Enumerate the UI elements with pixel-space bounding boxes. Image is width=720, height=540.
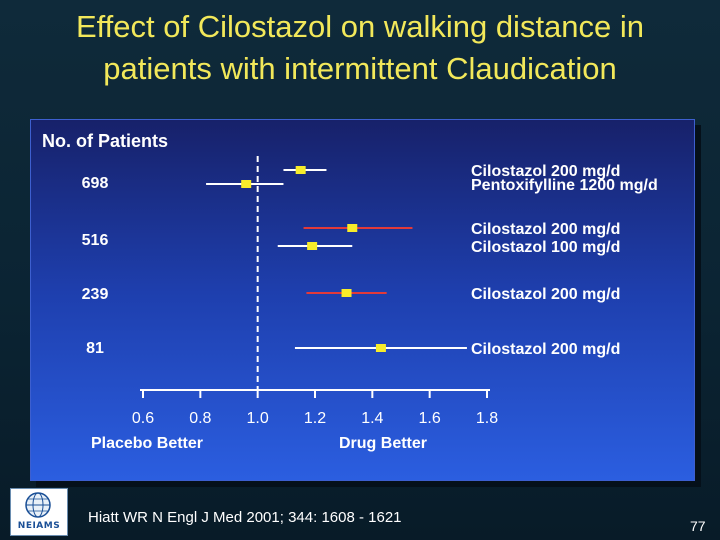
slide-title-line1: Effect of Cilostazol on walking distance…	[75, 9, 645, 44]
x-tick-label: 1.6	[419, 410, 441, 427]
patient-count: 81	[86, 340, 104, 357]
slide-title-line2: patients with intermittent Claudication	[103, 51, 617, 86]
x-tick-label: 1.0	[247, 410, 269, 427]
point-estimate	[341, 289, 352, 297]
row-label: Cilostazol 100 mg/d	[471, 239, 620, 256]
point-estimate	[307, 242, 318, 250]
chart-panel	[30, 119, 695, 481]
point-estimate	[295, 166, 306, 174]
page-number: 77	[690, 518, 706, 534]
column-header: No. of Patients	[42, 131, 168, 151]
point-estimate	[347, 224, 358, 232]
x-tick-label: 1.4	[361, 410, 383, 427]
patient-count: 239	[82, 286, 109, 303]
x-tick-label: 0.8	[189, 410, 211, 427]
x-left-label: Placebo Better	[91, 435, 203, 452]
row-label: Cilostazol 200 mg/d	[471, 341, 620, 358]
slide-title: Effect of Cilostazol on walking distance…	[0, 6, 720, 90]
row-label: Cilostazol 200 mg/d	[471, 286, 620, 303]
point-estimate	[241, 180, 252, 188]
globe-icon	[25, 492, 51, 518]
point-estimate	[375, 344, 386, 352]
neiams-logo: NEIAMS	[8, 486, 68, 536]
patient-count: 698	[82, 175, 109, 192]
x-tick-label: 1.2	[304, 410, 326, 427]
citation: Hiatt WR N Engl J Med 2001; 344: 1608 - …	[88, 509, 402, 526]
x-tick-label: 0.6	[132, 410, 154, 427]
x-right-label: Drug Better	[339, 435, 427, 452]
patient-count: 516	[82, 232, 109, 249]
row-label: Cilostazol 200 mg/d	[471, 163, 620, 180]
row-label: Pentoxifylline 1200 mg/d	[471, 177, 658, 194]
x-tick-label: 1.8	[476, 410, 498, 427]
logo-text: NEIAMS	[17, 521, 61, 531]
row-label: Cilostazol 200 mg/d	[471, 221, 620, 238]
